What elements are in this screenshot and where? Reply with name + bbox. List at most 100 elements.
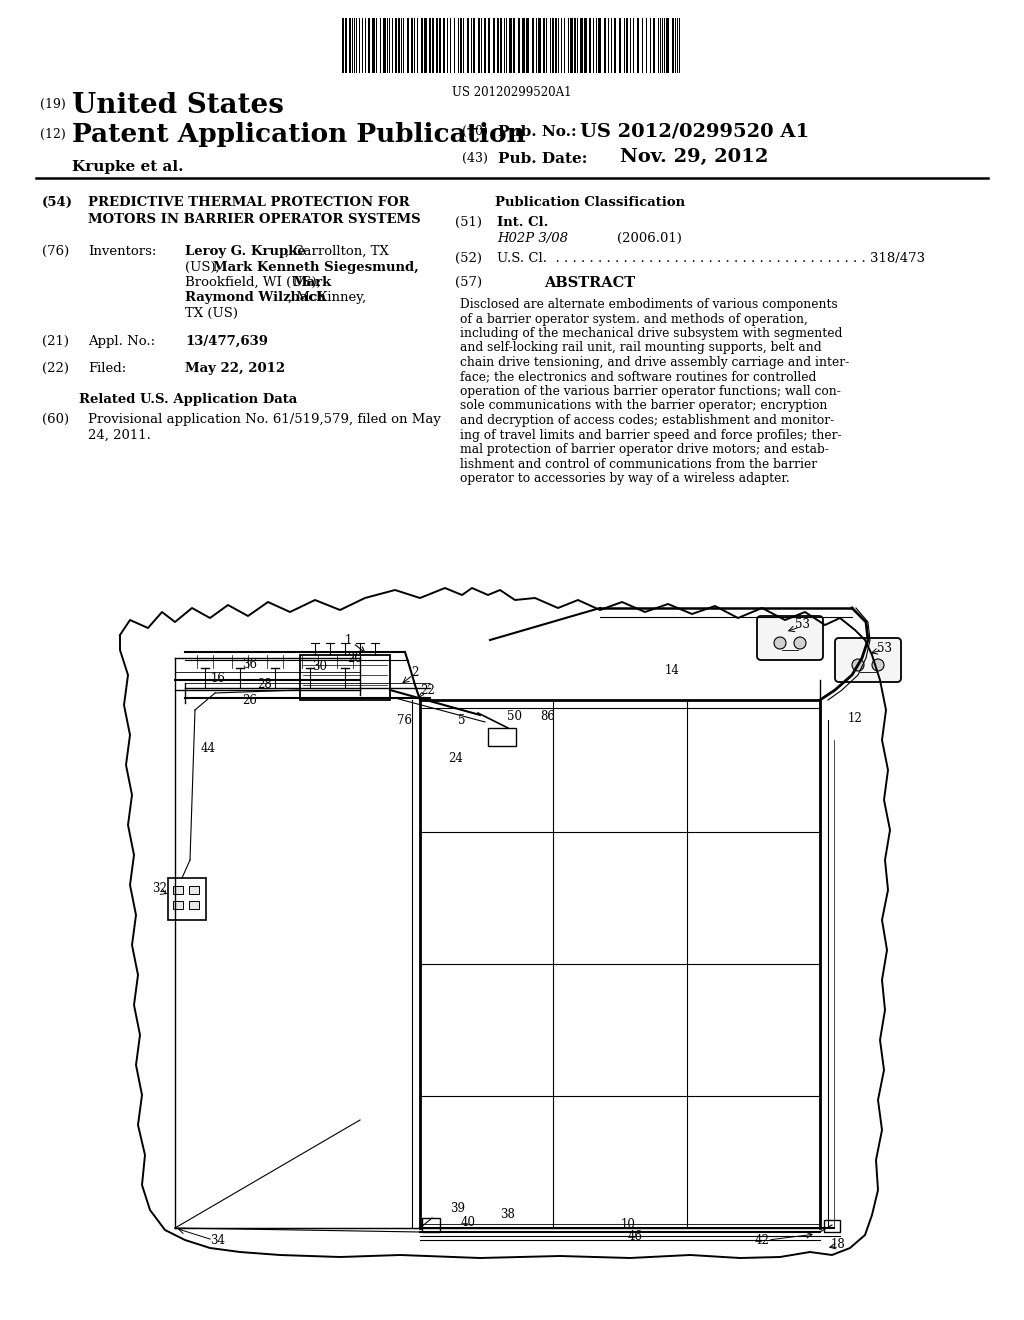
Text: , McKinney,: , McKinney, <box>288 292 367 305</box>
Bar <box>407 18 409 73</box>
Bar <box>439 18 441 73</box>
Text: 16: 16 <box>211 672 225 685</box>
Text: U.S. Cl.  . . . . . . . . . . . . . . . . . . . . . . . . . . . . . . . . . . . : U.S. Cl. . . . . . . . . . . . . . . . .… <box>497 252 925 265</box>
Text: 5: 5 <box>459 714 466 726</box>
Text: and self-locking rail unit, rail mounting supports, belt and: and self-locking rail unit, rail mountin… <box>460 342 821 355</box>
Text: 42: 42 <box>755 1233 769 1246</box>
Text: (57): (57) <box>455 276 482 289</box>
Text: 14: 14 <box>665 664 680 676</box>
Text: Raymond Wilzbach: Raymond Wilzbach <box>185 292 326 305</box>
Bar <box>460 18 462 73</box>
Bar <box>672 18 674 73</box>
Text: (12): (12) <box>40 128 66 141</box>
Text: (76): (76) <box>42 246 70 257</box>
Bar <box>436 18 438 73</box>
Text: (22): (22) <box>42 362 69 375</box>
Bar <box>637 18 639 73</box>
Bar <box>509 18 512 73</box>
Circle shape <box>852 659 864 671</box>
Text: , Carrollton, TX: , Carrollton, TX <box>285 246 389 257</box>
Text: (60): (60) <box>42 413 70 426</box>
Text: (51): (51) <box>455 216 482 228</box>
Text: PREDICTIVE THERMAL PROTECTION FOR: PREDICTIVE THERMAL PROTECTION FOR <box>88 195 410 209</box>
Text: chain drive tensioning, and drive assembly carriage and inter-: chain drive tensioning, and drive assemb… <box>460 356 849 370</box>
Bar <box>570 18 573 73</box>
Text: 26: 26 <box>243 693 257 706</box>
Text: 28: 28 <box>258 677 272 690</box>
Bar <box>422 1218 440 1232</box>
Bar <box>543 18 545 73</box>
Text: 2: 2 <box>412 665 419 678</box>
Bar <box>532 18 534 73</box>
Text: 34: 34 <box>211 1233 225 1246</box>
Text: Pub. Date:: Pub. Date: <box>498 152 588 166</box>
Text: 1: 1 <box>344 634 351 647</box>
Text: 76: 76 <box>397 714 413 726</box>
Text: 24: 24 <box>449 751 464 764</box>
Text: TX (US): TX (US) <box>185 308 238 319</box>
Text: Mark Kenneth Siegesmund,: Mark Kenneth Siegesmund, <box>213 260 419 273</box>
Text: Mark: Mark <box>292 276 331 289</box>
Bar <box>473 18 475 73</box>
Text: of a barrier operator system. and methods of operation,: of a barrier operator system. and method… <box>460 313 808 326</box>
Bar <box>429 18 431 73</box>
Bar <box>443 18 445 73</box>
Text: Krupke et al.: Krupke et al. <box>72 160 183 174</box>
Bar <box>189 886 199 894</box>
Text: sole communications with the barrier operator; encryption: sole communications with the barrier ope… <box>460 400 827 412</box>
Text: US 20120299520A1: US 20120299520A1 <box>453 86 571 99</box>
Text: (54): (54) <box>42 195 73 209</box>
Text: (21): (21) <box>42 335 69 348</box>
Bar <box>552 18 554 73</box>
Bar <box>424 18 427 73</box>
Bar <box>189 902 199 909</box>
Text: including of the mechanical drive subsystem with segmented: including of the mechanical drive subsys… <box>460 327 843 341</box>
Text: 30: 30 <box>312 660 328 673</box>
Text: ing of travel limits and barrier speed and force profiles; ther-: ing of travel limits and barrier speed a… <box>460 429 842 441</box>
Text: and decryption of access codes; establishment and monitor-: and decryption of access codes; establis… <box>460 414 835 426</box>
Text: operation of the various barrier operator functions; wall con-: operation of the various barrier operato… <box>460 385 841 399</box>
Text: 20: 20 <box>347 652 362 664</box>
FancyBboxPatch shape <box>835 638 901 682</box>
Text: operator to accessories by way of a wireless adapter.: operator to accessories by way of a wire… <box>460 473 790 484</box>
Circle shape <box>794 638 806 649</box>
Text: 44: 44 <box>201 742 215 755</box>
Bar <box>604 18 606 73</box>
Text: 53: 53 <box>878 642 893 655</box>
Bar <box>626 18 628 73</box>
Bar <box>300 655 390 700</box>
Text: 40: 40 <box>461 1216 475 1229</box>
FancyBboxPatch shape <box>757 616 823 660</box>
Bar <box>488 18 490 73</box>
Text: 24, 2011.: 24, 2011. <box>88 429 151 442</box>
Text: US 2012/0299520 A1: US 2012/0299520 A1 <box>580 121 809 140</box>
Text: (2006.01): (2006.01) <box>617 232 682 246</box>
Bar <box>342 18 344 73</box>
Text: MOTORS IN BARRIER OPERATOR SYSTEMS: MOTORS IN BARRIER OPERATOR SYSTEMS <box>88 213 421 226</box>
Text: Brookfield, WI (US);: Brookfield, WI (US); <box>185 276 326 289</box>
Text: 38: 38 <box>501 1208 515 1221</box>
Bar <box>484 18 486 73</box>
Text: Leroy G. Krupke: Leroy G. Krupke <box>185 246 306 257</box>
Bar <box>618 18 621 73</box>
Text: 39: 39 <box>451 1201 466 1214</box>
Bar <box>398 18 400 73</box>
Bar <box>584 18 587 73</box>
Bar <box>467 18 469 73</box>
Bar <box>493 18 495 73</box>
Bar <box>368 18 370 73</box>
Text: 53: 53 <box>796 619 811 631</box>
Text: H02P 3/08: H02P 3/08 <box>497 232 568 246</box>
Text: Disclosed are alternate embodiments of various components: Disclosed are alternate embodiments of v… <box>460 298 838 312</box>
Text: 18: 18 <box>830 1238 846 1250</box>
Bar <box>497 18 499 73</box>
Bar <box>349 18 351 73</box>
Text: lishment and control of communications from the barrier: lishment and control of communications f… <box>460 458 817 470</box>
Bar <box>168 878 206 920</box>
Bar <box>580 18 583 73</box>
Bar <box>518 18 520 73</box>
Bar <box>653 18 655 73</box>
Bar <box>173 902 183 909</box>
Text: 13/477,639: 13/477,639 <box>185 335 268 348</box>
Text: 12: 12 <box>848 711 862 725</box>
